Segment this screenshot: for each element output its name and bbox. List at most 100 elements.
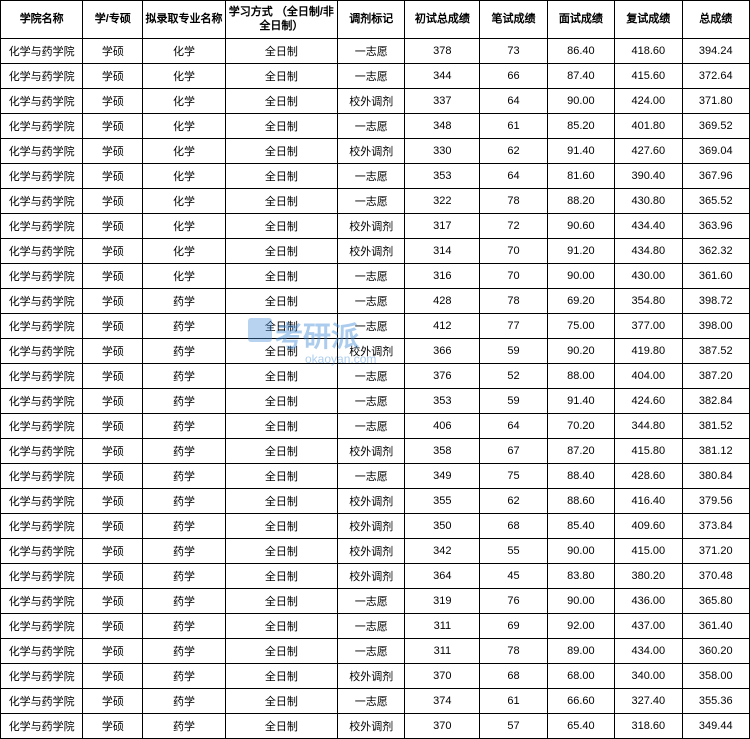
- table-cell: 学硕: [83, 463, 143, 488]
- table-cell: 全日制: [225, 513, 337, 538]
- table-cell: 学硕: [83, 313, 143, 338]
- table-cell: 全日制: [225, 663, 337, 688]
- col-header-interview: 面试成绩: [547, 1, 614, 39]
- table-cell: 381.12: [682, 438, 749, 463]
- table-row: 化学与药学院学硕化学全日制一志愿3167090.00430.00361.60: [1, 263, 750, 288]
- table-cell: 404.00: [615, 363, 682, 388]
- table-cell: 70: [480, 238, 547, 263]
- table-cell: 428.60: [615, 463, 682, 488]
- col-header-adjust: 调剂标记: [338, 1, 405, 39]
- table-cell: 药学: [143, 288, 225, 313]
- table-cell: 全日制: [225, 38, 337, 63]
- table-cell: 68.00: [547, 663, 614, 688]
- table-row: 化学与药学院学硕药学全日制校外调剂3644583.80380.20370.48: [1, 563, 750, 588]
- table-cell: 327.40: [615, 688, 682, 713]
- table-cell: 430.00: [615, 263, 682, 288]
- table-cell: 91.40: [547, 138, 614, 163]
- table-cell: 64: [480, 163, 547, 188]
- table-row: 化学与药学院学硕化学全日制校外调剂3177290.60434.40363.96: [1, 213, 750, 238]
- table-cell: 92.00: [547, 613, 614, 638]
- table-row: 化学与药学院学硕化学全日制一志愿3486185.20401.80369.52: [1, 113, 750, 138]
- table-cell: 化学与药学院: [1, 263, 83, 288]
- table-cell: 一志愿: [338, 413, 405, 438]
- table-cell: 化学与药学院: [1, 688, 83, 713]
- table-cell: 376: [405, 363, 480, 388]
- table-cell: 87.20: [547, 438, 614, 463]
- table-cell: 394.24: [682, 38, 749, 63]
- table-row: 化学与药学院学硕药学全日制一志愿4066470.20344.80381.52: [1, 413, 750, 438]
- table-row: 化学与药学院学硕化学全日制校外调剂3147091.20434.80362.32: [1, 238, 750, 263]
- table-cell: 化学: [143, 113, 225, 138]
- table-cell: 化学与药学院: [1, 613, 83, 638]
- table-cell: 校外调剂: [338, 713, 405, 738]
- table-row: 化学与药学院学硕药学全日制校外调剂3586787.20415.80381.12: [1, 438, 750, 463]
- table-cell: 88.60: [547, 488, 614, 513]
- table-cell: 化学与药学院: [1, 38, 83, 63]
- table-cell: 72: [480, 213, 547, 238]
- table-cell: 362.32: [682, 238, 749, 263]
- table-cell: 90.00: [547, 263, 614, 288]
- table-cell: 化学与药学院: [1, 713, 83, 738]
- table-cell: 全日制: [225, 563, 337, 588]
- table-cell: 学硕: [83, 113, 143, 138]
- table-cell: 55: [480, 538, 547, 563]
- table-cell: 化学与药学院: [1, 163, 83, 188]
- col-header-major: 拟录取专业名称: [143, 1, 225, 39]
- table-row: 化学与药学院学硕化学全日制校外调剂3306291.40427.60369.04: [1, 138, 750, 163]
- table-cell: 全日制: [225, 213, 337, 238]
- table-cell: 349.44: [682, 713, 749, 738]
- table-cell: 化学: [143, 63, 225, 88]
- table-cell: 化学与药学院: [1, 238, 83, 263]
- table-cell: 化学: [143, 213, 225, 238]
- admissions-table: 学院名称 学/专硕 拟录取专业名称 学习方式 （全日制/非全日制） 调剂标记 初…: [0, 0, 750, 739]
- table-cell: 434.00: [615, 638, 682, 663]
- table-row: 化学与药学院学硕药学全日制校外调剂3506885.40409.60373.84: [1, 513, 750, 538]
- table-cell: 学硕: [83, 488, 143, 513]
- table-cell: 全日制: [225, 463, 337, 488]
- table-cell: 436.00: [615, 588, 682, 613]
- table-cell: 药学: [143, 488, 225, 513]
- table-cell: 67: [480, 438, 547, 463]
- table-cell: 一志愿: [338, 463, 405, 488]
- table-cell: 学硕: [83, 413, 143, 438]
- table-row: 化学与药学院学硕药学全日制一志愿3535991.40424.60382.84: [1, 388, 750, 413]
- table-cell: 全日制: [225, 488, 337, 513]
- table-cell: 校外调剂: [338, 213, 405, 238]
- table-row: 化学与药学院学硕药学全日制校外调剂3706868.00340.00358.00: [1, 663, 750, 688]
- table-cell: 85.20: [547, 113, 614, 138]
- table-cell: 406: [405, 413, 480, 438]
- table-cell: 416.40: [615, 488, 682, 513]
- table-cell: 430.80: [615, 188, 682, 213]
- col-header-type: 学/专硕: [83, 1, 143, 39]
- table-cell: 化学: [143, 88, 225, 113]
- table-row: 化学与药学院学硕药学全日制校外调剂3705765.40318.60349.44: [1, 713, 750, 738]
- table-cell: 校外调剂: [338, 338, 405, 363]
- table-cell: 全日制: [225, 713, 337, 738]
- table-cell: 学硕: [83, 138, 143, 163]
- table-cell: 一志愿: [338, 288, 405, 313]
- col-header-studymode: 学习方式 （全日制/非全日制）: [225, 1, 337, 39]
- table-cell: 390.40: [615, 163, 682, 188]
- table-cell: 424.00: [615, 88, 682, 113]
- table-cell: 370: [405, 663, 480, 688]
- table-cell: 一志愿: [338, 588, 405, 613]
- table-cell: 全日制: [225, 388, 337, 413]
- table-cell: 90.00: [547, 538, 614, 563]
- table-cell: 学硕: [83, 338, 143, 363]
- table-cell: 70.20: [547, 413, 614, 438]
- table-cell: 药学: [143, 563, 225, 588]
- table-cell: 353: [405, 388, 480, 413]
- table-cell: 全日制: [225, 263, 337, 288]
- table-cell: 化学与药学院: [1, 463, 83, 488]
- table-cell: 学硕: [83, 663, 143, 688]
- table-cell: 全日制: [225, 138, 337, 163]
- table-cell: 415.60: [615, 63, 682, 88]
- table-cell: 90.60: [547, 213, 614, 238]
- table-cell: 药学: [143, 463, 225, 488]
- table-cell: 89.00: [547, 638, 614, 663]
- table-cell: 化学与药学院: [1, 438, 83, 463]
- table-cell: 424.60: [615, 388, 682, 413]
- table-cell: 73: [480, 38, 547, 63]
- table-cell: 349: [405, 463, 480, 488]
- table-cell: 全日制: [225, 88, 337, 113]
